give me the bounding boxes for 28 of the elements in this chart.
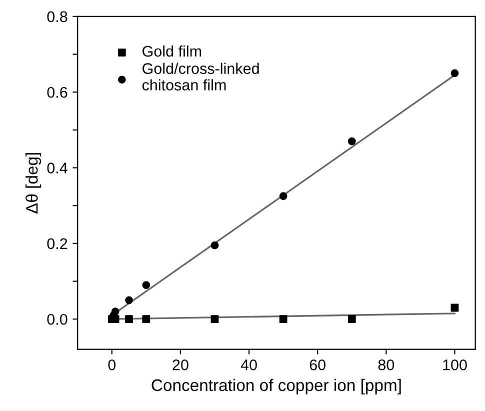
x-axis-title: Concentration of copper ion [ppm]: [152, 378, 401, 394]
point: [348, 137, 356, 146]
point: [111, 308, 120, 316]
x-tick-label: 0: [108, 359, 116, 370]
point: [142, 281, 150, 289]
point: [279, 192, 288, 200]
x-tick-label: 80: [378, 359, 394, 370]
point: [279, 315, 288, 324]
point: [125, 315, 133, 324]
x-tick-label: 100: [443, 359, 467, 370]
x-tick-label: 20: [172, 359, 188, 370]
point: [125, 296, 133, 304]
point: [210, 315, 219, 324]
y-axis-title: Δθ [deg]: [26, 153, 42, 214]
y-tick-label: 0.2: [47, 238, 68, 250]
y-tick-label: 0.4: [47, 162, 68, 174]
legend-label: Gold film: [142, 45, 202, 57]
legend-label: Gold/cross-linked chitosan film: [142, 62, 259, 90]
y-tick-label: 0.0: [47, 314, 68, 325]
point: [348, 315, 356, 324]
point: [142, 315, 150, 324]
y-tick-label: 0.6: [47, 86, 68, 98]
x-tick-label: 60: [310, 359, 326, 370]
point: [450, 69, 459, 78]
point: [450, 304, 459, 312]
y-tick-label: 0.8: [47, 11, 68, 22]
point: [210, 241, 219, 250]
x-tick-label: 40: [240, 359, 257, 370]
